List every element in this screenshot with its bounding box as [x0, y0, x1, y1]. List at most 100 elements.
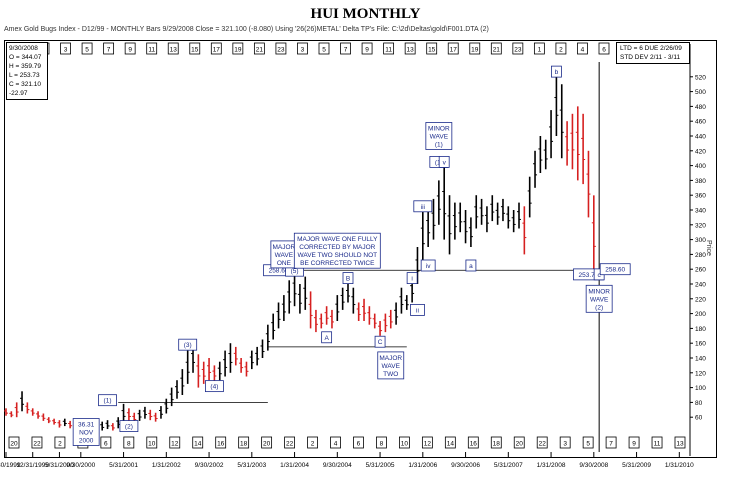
bottom-marker-label: 10: [148, 441, 156, 448]
wave-annotation-box: [119, 420, 139, 432]
top-marker-box: [555, 42, 567, 55]
y-tick-label: 280: [695, 252, 706, 259]
bottom-marker-box: [261, 436, 273, 449]
top-marker-label: 6: [602, 47, 606, 54]
wave-annotation-line: MAJOR: [273, 244, 296, 251]
top-marker-box: [124, 42, 136, 55]
x-tick-label: 1/31/2010: [665, 462, 694, 469]
bottom-marker-box: [123, 436, 135, 449]
top-marker-label: 5: [322, 47, 326, 54]
wave-annotation-label: A: [324, 335, 329, 342]
top-marker-box: [383, 42, 395, 55]
wave-annotation-label: MINOR WAVE (2): [588, 288, 610, 311]
wave-annotation-box: [551, 65, 562, 78]
wave-annotation-line: CORRECTED BY MAJOR: [299, 244, 375, 251]
top-marker-box: [232, 42, 244, 55]
top-marker-label: 21: [256, 47, 264, 54]
wave-annotation-line: iv: [426, 263, 431, 270]
top-marker-label: 7: [107, 47, 111, 54]
wave-annotation-line: 36.31: [78, 422, 95, 429]
bottom-marker-box: [467, 436, 479, 449]
bottom-marker-label: 14: [194, 441, 202, 448]
top-marker-box: [469, 42, 481, 55]
bottom-marker-box: [536, 436, 548, 449]
wave-annotation-line: i: [411, 276, 412, 283]
top-marker-box: [146, 42, 158, 55]
x-tick-label: 9/30/2006: [451, 462, 480, 469]
x-tick-label: 1/31/2008: [537, 462, 566, 469]
top-marker-box: [361, 42, 373, 55]
top-marker-label: 2: [559, 47, 563, 54]
wave-annotation-box: [585, 284, 613, 313]
top-marker-label: 3: [64, 47, 68, 54]
bottom-marker-label: 2: [58, 441, 62, 448]
wave-annotation-label: MAJOR WAVE ONE: [273, 244, 296, 267]
x-tick-label: 7/30/1999: [0, 462, 21, 469]
bottom-marker-box: [31, 436, 43, 449]
wave-annotation-label: (5): [291, 268, 299, 275]
top-marker-box: [81, 42, 93, 55]
wave-annotation-line: WAVE: [275, 252, 294, 259]
bottom-marker-box: [605, 436, 617, 449]
top-marker-label: 23: [277, 47, 285, 54]
x-tick-label: 12/31/1999: [16, 462, 49, 469]
y-tick-label: 520: [695, 74, 706, 81]
wave-annotation-box: [270, 240, 298, 269]
bottom-marker-label: 20: [516, 441, 524, 448]
top-marker-box: [210, 42, 222, 55]
top-marker-box: [60, 42, 71, 55]
bottom-marker-box: [421, 436, 433, 449]
y-tick-label: 380: [695, 178, 706, 185]
top-marker-box: [404, 42, 416, 55]
bottom-marker-label: 11: [654, 441, 661, 448]
top-marker-box: [253, 42, 265, 55]
x-tick-label: 1/31/2002: [152, 462, 181, 469]
y-tick-label: 400: [695, 163, 706, 170]
bottom-marker-label: 8: [380, 441, 384, 448]
bottom-marker-box: [8, 436, 20, 449]
wave-annotation-label: 253.73: [579, 272, 599, 279]
bottom-marker-box: [399, 436, 410, 449]
bottom-marker-label: 22: [286, 441, 294, 448]
wave-annotation-label: b: [555, 69, 559, 76]
wave-annotation-box: [425, 122, 453, 150]
wave-annotation-line: (3): [184, 342, 192, 349]
x-tick-label: 9/30/2002: [195, 462, 224, 469]
wave-annotation-box: [321, 331, 333, 344]
info-close: C = 321.10: [9, 81, 41, 88]
y-tick-label: 260: [695, 267, 706, 274]
x-tick-label: 1/31/2006: [408, 462, 437, 469]
wave-annotation-box: [410, 303, 425, 316]
bottom-marker-label: 13: [676, 441, 684, 448]
y-tick-label: 240: [695, 282, 706, 289]
bottom-marker-box: [582, 436, 594, 449]
info-change: -22.97: [9, 90, 28, 97]
bottom-marker-label: 18: [240, 441, 248, 448]
wave-annotation-box: [420, 259, 436, 272]
wave-annotation-box: [293, 232, 381, 269]
bottom-marker-label: 3: [563, 441, 567, 448]
wave-annotation-label: (1): [104, 398, 112, 405]
wave-annotation-label: a: [469, 263, 473, 270]
wave-annotation-box: [406, 272, 418, 284]
wave-annotation-label: i: [411, 276, 412, 283]
top-marker-label: 3: [301, 47, 305, 54]
bottom-marker-box: [238, 436, 250, 449]
bottom-marker-box: [54, 436, 66, 449]
wave-annotation-line: MINOR: [428, 126, 450, 133]
wave-annotation-box: [205, 380, 224, 393]
wave-annotation-label: MAJOR WAVE ONE FULLY CORRECTED BY MAJOR WA…: [297, 236, 378, 267]
bottom-marker-label: 22: [33, 441, 41, 448]
y-axis-label: Price: [705, 240, 712, 256]
chart-title: HUI MONTHLY: [310, 6, 421, 22]
wave-annotation-box: [599, 263, 631, 276]
wave-annotation-line: 258.60: [269, 268, 289, 275]
chart-header-info: Amex Gold Bugs Index - D12/99 - MONTHLY …: [4, 26, 489, 33]
y-tick-label: 320: [695, 222, 706, 229]
y-tick-label: 480: [695, 104, 706, 111]
bottom-marker-label: 14: [447, 441, 455, 448]
bottom-marker-label: 22: [539, 441, 547, 448]
x-tick-label: 9/30/2000: [66, 462, 95, 469]
y-tick-label: 60: [695, 415, 703, 422]
info-low: L = 253.73: [9, 72, 40, 79]
